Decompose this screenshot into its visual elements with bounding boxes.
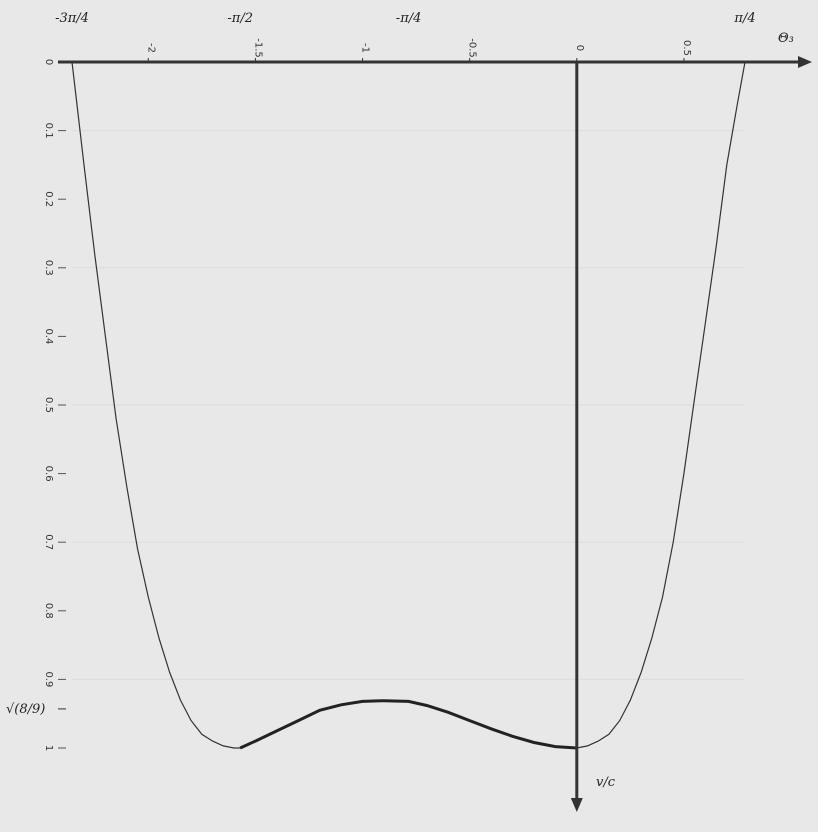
x-tick-label: -1.5 — [252, 38, 263, 58]
y-tick-label: 0.3 — [43, 260, 54, 276]
x-special-label: π/4 — [733, 11, 755, 26]
special-labels: -3π/4 -π/2 -π/4 π/4 √(8/9) — [6, 11, 756, 717]
y-axis-title: v/c — [596, 775, 616, 790]
y-tick-label: 0.1 — [43, 123, 54, 139]
y-tick-label: 0.5 — [43, 397, 54, 413]
y-tick-label: 0 — [43, 59, 54, 65]
y-tick-label: 1 — [43, 745, 54, 751]
x-axis-arrow — [798, 56, 812, 68]
x-tick-label: 0.5 — [681, 40, 692, 56]
y-tick-label: 0.6 — [43, 466, 54, 482]
x-special-label: -π/2 — [227, 11, 253, 26]
x-tick-label: -2 — [145, 43, 156, 53]
y-ticks: 0 0.1 0.2 0.3 0.4 0.5 0.6 0.7 0.8 0.9 1 — [43, 59, 66, 751]
x-special-label: -3π/4 — [55, 11, 89, 26]
x-special-label: -π/4 — [396, 11, 422, 26]
y-axis-arrow — [570, 798, 583, 812]
y-tick-label: 0.9 — [43, 671, 54, 687]
x-tick-label: -0.5 — [467, 38, 478, 58]
y-tick-label: 0.2 — [43, 191, 54, 207]
x-tick-label: 0 — [574, 45, 585, 51]
x-ticks: -2 -1.5 -1 -0.5 0 0.5 — [145, 38, 692, 62]
x-axis-title: Θ₃ — [778, 31, 794, 46]
curve-group — [71, 61, 746, 750]
y-tick-label: 0.4 — [43, 328, 54, 344]
y-special-label: √(8/9) — [6, 702, 45, 717]
y-tick-label: 0.7 — [43, 534, 54, 550]
x-tick-label: -1 — [360, 43, 371, 53]
series-line-highlight — [239, 699, 577, 750]
y-tick-label: 0.8 — [43, 603, 54, 619]
grid-lines — [72, 130, 745, 680]
